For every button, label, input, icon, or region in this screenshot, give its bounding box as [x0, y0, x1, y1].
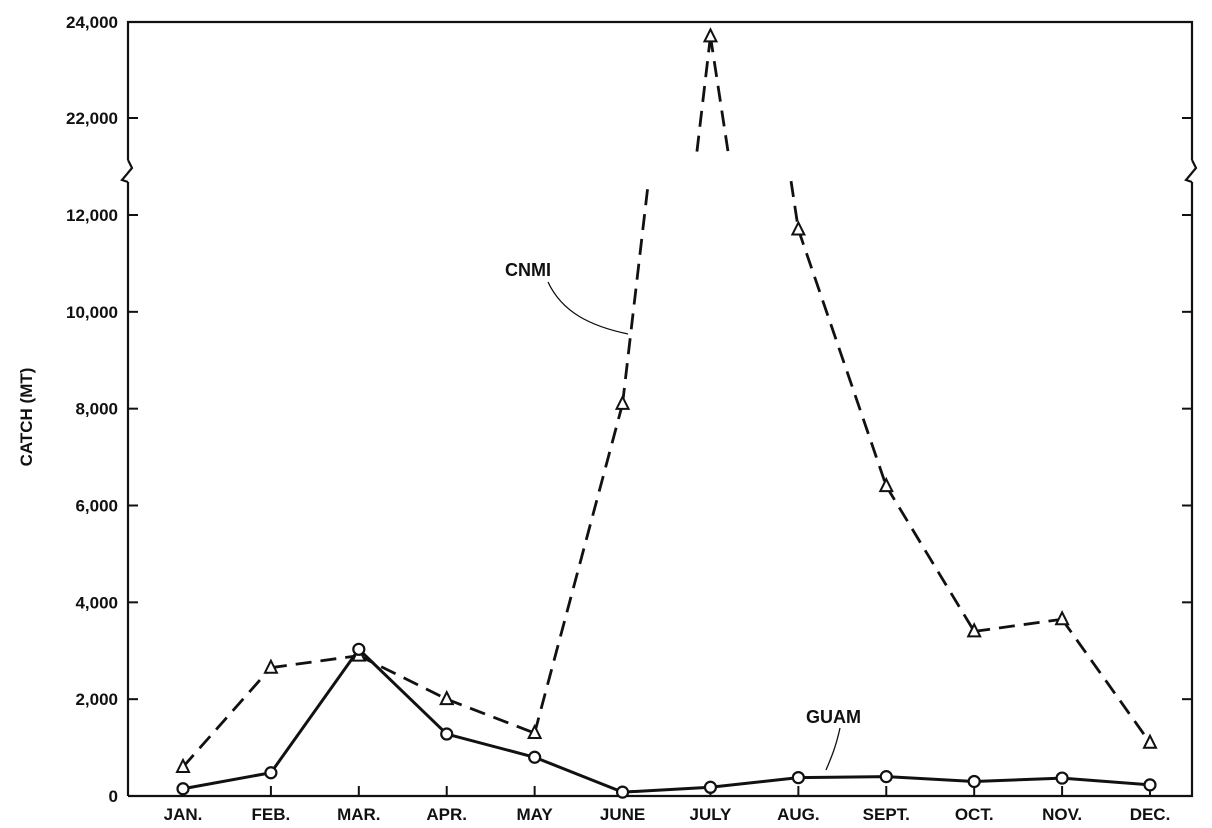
x-tick-label: OCT.	[955, 805, 994, 824]
y-tick-label: 24,000	[66, 13, 118, 32]
cnmi-line-segment	[533, 403, 624, 734]
y-tick-label: 6,000	[75, 497, 118, 516]
x-tick-label: JUNE	[600, 805, 645, 824]
guam-leader-line	[825, 727, 841, 771]
series-labels: CNMI GUAM	[505, 260, 861, 771]
cnmi-series-label: CNMI	[505, 260, 551, 280]
guam-point	[528, 750, 542, 764]
cnmi-line-segment	[1060, 618, 1152, 744]
guam-point	[352, 642, 366, 656]
plot-frame-border	[126, 20, 1194, 798]
x-tick-label: MAR.	[337, 805, 380, 824]
cnmi-point	[614, 394, 631, 410]
guam-point	[1143, 778, 1157, 792]
x-axis-ticks: JAN. FEB. MAR. APR. MAY JUNE JULY AUG. SEPT. OCT.…	[164, 786, 1171, 824]
guam-point	[176, 782, 190, 796]
series-lines	[181, 36, 1152, 794]
y-tick-label: 10,000	[66, 303, 118, 322]
cnmi-line-segment	[973, 617, 1063, 633]
right-axis-break	[1184, 159, 1198, 184]
cnmi-point	[439, 689, 455, 706]
series-markers	[175, 27, 1158, 799]
x-tick-label: JULY	[690, 805, 733, 824]
x-tick-label: FEB.	[252, 805, 291, 824]
cnmi-point	[878, 476, 894, 493]
cnmi-line-segment	[797, 229, 888, 487]
guam-point	[703, 780, 718, 794]
guam-point	[879, 770, 893, 784]
x-tick-label: DEC.	[1130, 805, 1171, 824]
y-tick-label: 0	[109, 787, 118, 806]
cnmi-line-segment	[695, 36, 712, 152]
cnmi-line-segment	[621, 180, 650, 404]
x-tick-label: AUG.	[777, 805, 820, 824]
guam-point	[615, 785, 630, 799]
cnmi-point	[175, 757, 191, 773]
y-tick-label: 2,000	[75, 690, 118, 709]
cnmi-point	[1142, 733, 1158, 749]
guam-point	[440, 727, 454, 741]
guam-point	[791, 771, 805, 785]
cnmi-line-segment	[789, 180, 800, 230]
left-axis-break	[120, 159, 134, 184]
cnmi-line-segment	[181, 666, 272, 768]
cnmi-point	[702, 27, 719, 43]
y-axis-title: CATCH (MT)	[17, 368, 36, 467]
cnmi-line-segment	[446, 697, 536, 735]
y-tick-label: 22,000	[66, 109, 118, 128]
x-tick-label: NOV.	[1042, 805, 1082, 824]
guam-point	[967, 774, 981, 789]
cnmi-line-segment	[709, 36, 730, 152]
y-axis-ticks: 0 2,000 4,000 6,000 8,000 10,000 12,000 22,000 2…	[66, 13, 1192, 806]
plot-frame	[120, 20, 1198, 798]
guam-point	[1055, 771, 1069, 785]
y-tick-label: 12,000	[66, 206, 118, 225]
cnmi-point	[527, 723, 543, 740]
cnmi-line-segment	[358, 654, 448, 701]
y-tick-label: 8,000	[75, 400, 118, 419]
cnmi-point	[263, 658, 279, 674]
guam-line	[182, 647, 1151, 794]
cnmi-line-segment	[885, 485, 976, 633]
cnmi-line-segment	[270, 654, 360, 670]
cnmi-point	[1054, 610, 1070, 626]
cnmi-point	[966, 622, 982, 638]
x-tick-label: JAN.	[164, 805, 203, 824]
y-tick-label: 4,000	[75, 593, 118, 612]
guam-series-label: GUAM	[806, 707, 861, 727]
x-tick-label: MAY	[517, 805, 554, 824]
cnmi-leader-line	[547, 281, 629, 335]
cnmi-point	[790, 220, 806, 236]
x-tick-label: APR.	[426, 805, 467, 824]
guam-point	[264, 766, 278, 780]
x-tick-label: SEPT.	[863, 805, 910, 824]
